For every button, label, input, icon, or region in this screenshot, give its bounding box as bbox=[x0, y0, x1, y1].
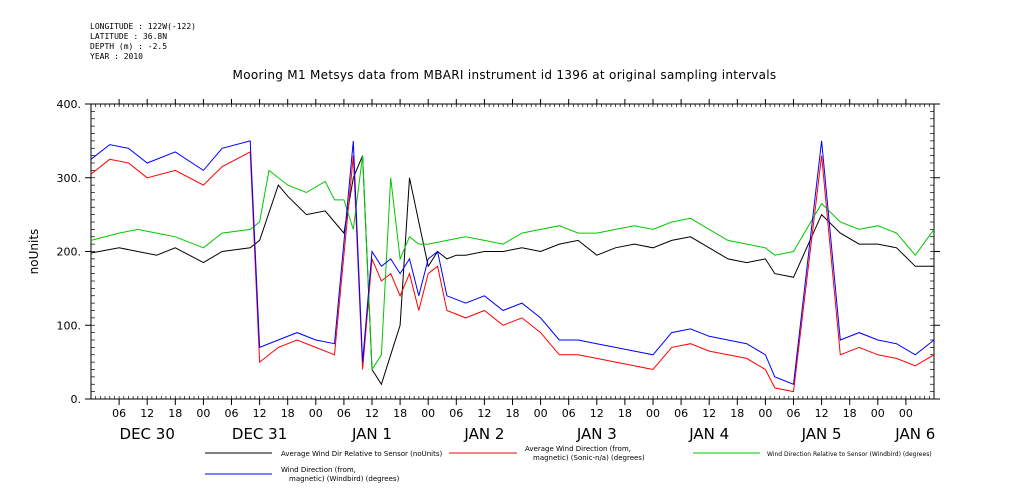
x-tick-label: 12 bbox=[140, 407, 154, 420]
x-day-label: JAN 1 bbox=[351, 425, 392, 443]
x-tick-label: 12 bbox=[815, 407, 829, 420]
x-day-label: JAN 5 bbox=[801, 425, 842, 443]
x-tick-label: 12 bbox=[365, 407, 379, 420]
x-tick-label: 00 bbox=[899, 407, 913, 420]
legend-label-1: Average Wind Dir Relative to Sensor (noU… bbox=[281, 450, 442, 458]
x-tick-label: 06 bbox=[337, 407, 351, 420]
x-tick-label: 06 bbox=[449, 407, 463, 420]
x-tick-label: 18 bbox=[618, 407, 632, 420]
metadata-block: LONGITUDE : 122W(-122) LATITUDE : 36.8N … bbox=[90, 22, 196, 62]
series-line-4 bbox=[90, 140, 935, 386]
x-tick-label: 18 bbox=[730, 407, 744, 420]
x-day-label: DEC 31 bbox=[232, 425, 287, 443]
legend-label-4: Wind Direction (from, bbox=[281, 466, 356, 474]
y-tick-label: 200. bbox=[57, 246, 82, 259]
x-tick-label: 00 bbox=[309, 407, 323, 420]
x-tick-label: 18 bbox=[843, 407, 857, 420]
y-tick-label: 0. bbox=[71, 393, 82, 406]
series-line-1 bbox=[90, 155, 934, 386]
chart-title: Mooring M1 Metsys data from MBARI instru… bbox=[232, 68, 777, 82]
legend-label-2-line2: magnetic) (Sonic-n/a) (degrees) bbox=[533, 454, 645, 462]
x-day-label: JAN 3 bbox=[576, 425, 617, 443]
series-line-2 bbox=[90, 151, 935, 393]
longitude-label: LONGITUDE : 122W(-122) bbox=[90, 22, 196, 31]
x-tick-label: 00 bbox=[421, 407, 435, 420]
x-tick-label: 06 bbox=[562, 407, 576, 420]
latitude-label: LATITUDE : 36.8N bbox=[90, 32, 168, 41]
x-tick-label: 12 bbox=[477, 407, 491, 420]
legend-label-3: Wind Direction Relative to Sensor (Windb… bbox=[767, 451, 932, 458]
x-tick-label: 18 bbox=[281, 407, 295, 420]
x-tick-label: 00 bbox=[758, 407, 772, 420]
x-tick-label: 06 bbox=[225, 407, 239, 420]
x-day-label: DEC 30 bbox=[120, 425, 175, 443]
x-tick-label: 06 bbox=[787, 407, 801, 420]
year-label: YEAR : 2010 bbox=[90, 52, 143, 61]
legend-label-2: Average Wind Direction (from, bbox=[525, 445, 631, 453]
x-day-label: JAN 2 bbox=[463, 425, 504, 443]
x-tick-label: 18 bbox=[393, 407, 407, 420]
y-axis-label: noUnits bbox=[27, 229, 41, 275]
depth-label: DEPTH (m) : -2.5 bbox=[90, 42, 168, 51]
y-tick-label: 300. bbox=[57, 172, 82, 185]
y-tick-label: 100. bbox=[57, 319, 82, 332]
x-tick-label: 12 bbox=[253, 407, 267, 420]
x-tick-label: 00 bbox=[534, 407, 548, 420]
legend-label-4-line2: magnetic) (Windbird) (degrees) bbox=[289, 475, 400, 483]
x-tick-label: 18 bbox=[168, 407, 182, 420]
series-line-3 bbox=[90, 155, 935, 372]
x-tick-label: 00 bbox=[646, 407, 660, 420]
plot-frame bbox=[90, 103, 935, 400]
x-day-label: JAN 6 bbox=[894, 425, 935, 443]
x-tick-label: 18 bbox=[506, 407, 520, 420]
y-tick-label: 400. bbox=[57, 98, 82, 111]
x-tick-label: 12 bbox=[590, 407, 604, 420]
x-day-label: JAN 4 bbox=[688, 425, 729, 443]
x-tick-label: 00 bbox=[196, 407, 210, 420]
x-tick-label: 06 bbox=[674, 407, 688, 420]
x-tick-label: 12 bbox=[702, 407, 716, 420]
x-tick-label: 06 bbox=[112, 407, 126, 420]
x-tick-label: 00 bbox=[871, 407, 885, 420]
